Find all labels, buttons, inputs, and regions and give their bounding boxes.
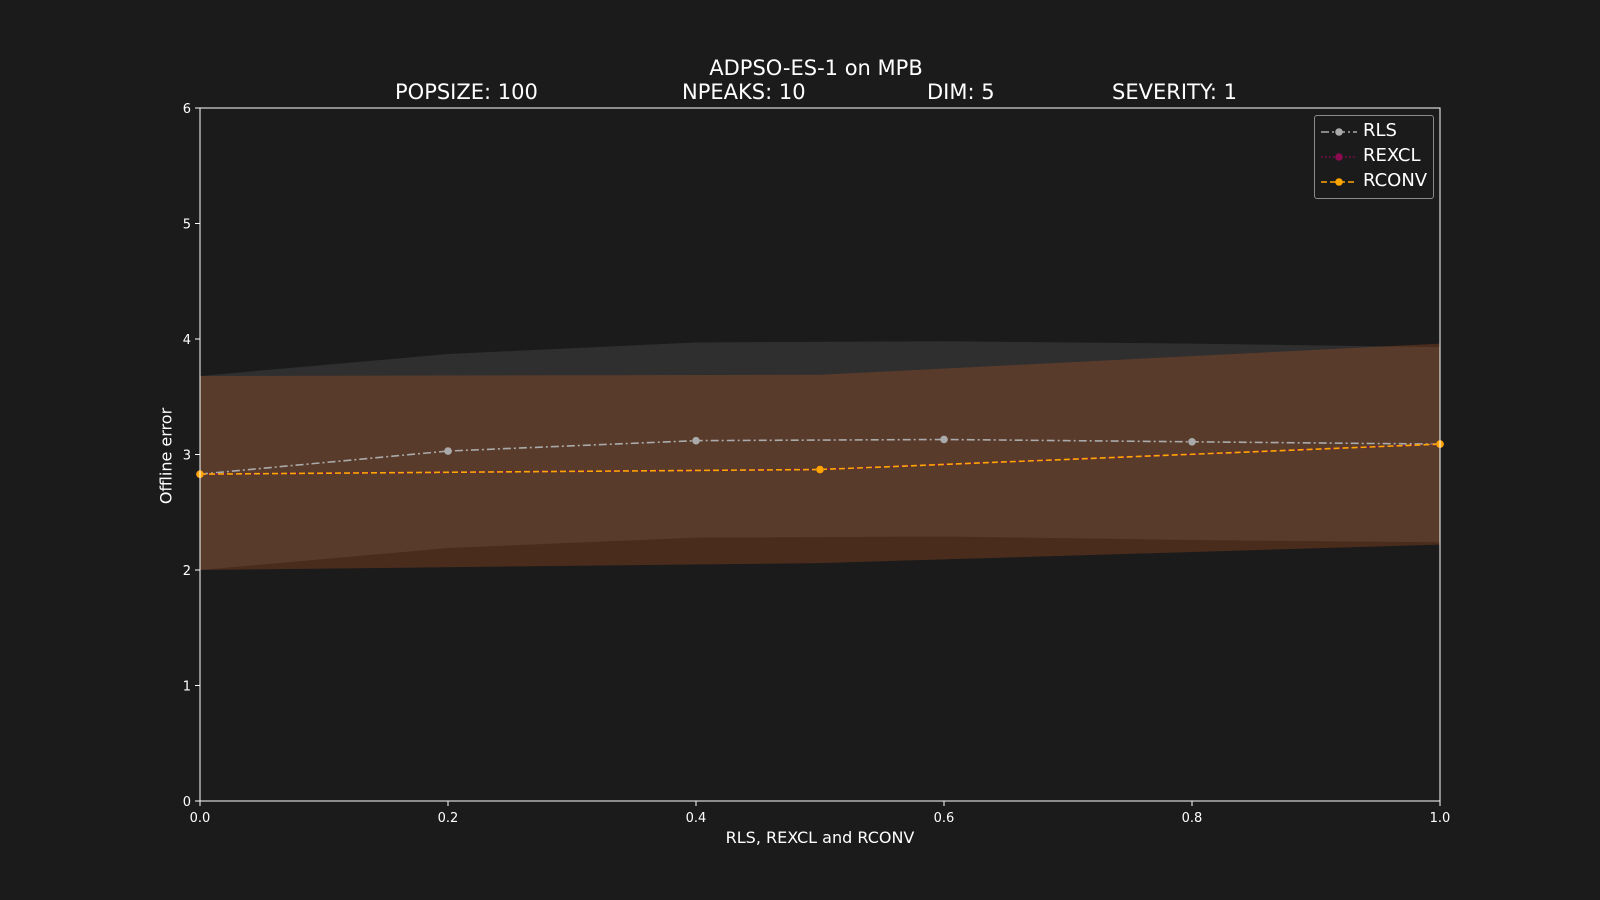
chart-title: ADPSO-ES-1 on MPB xyxy=(709,56,923,80)
subtitle-popsize: POPSIZE: 100 xyxy=(395,80,538,104)
legend-label-rconv: RCONV xyxy=(1363,170,1428,191)
x-tick-label-1: 0.2 xyxy=(438,811,459,826)
y-tick-label-0: 0 xyxy=(183,795,191,810)
subtitle-severity: SEVERITY: 1 xyxy=(1112,80,1237,104)
x-tick-label-0: 0.0 xyxy=(190,811,211,826)
y-ticks: 0 1 2 3 4 5 6 xyxy=(183,102,200,810)
x-axis-label: RLS, REXCL and RCONV xyxy=(725,828,915,847)
y-tick-label-1: 1 xyxy=(183,680,191,695)
error-bands xyxy=(200,341,1440,570)
legend: RLS REXCL RCONV xyxy=(1314,115,1434,199)
x-tick-label-3: 0.6 xyxy=(934,811,955,826)
y-tick-label-3: 3 xyxy=(183,449,191,464)
point-rconv-1 xyxy=(816,465,824,474)
legend-swatch-rls xyxy=(1321,128,1357,136)
y-axis-label: Offline error xyxy=(156,407,176,505)
band-rexcl xyxy=(200,343,1440,570)
y-tick-label-4: 4 xyxy=(183,333,191,348)
legend-swatch-rconv xyxy=(1321,178,1357,186)
legend-label-rexcl: REXCL xyxy=(1363,145,1421,166)
x-tick-label-4: 0.8 xyxy=(1182,811,1203,826)
point-rls-1 xyxy=(444,447,452,455)
legend-item-rconv: RCONV xyxy=(1319,170,1431,194)
point-rls-2 xyxy=(692,436,700,445)
y-tick-label-6: 6 xyxy=(183,102,191,117)
legend-item-rls: RLS xyxy=(1319,120,1431,144)
point-rls-3 xyxy=(940,435,948,444)
point-rls-4 xyxy=(1188,437,1196,446)
x-tick-label-2: 0.4 xyxy=(686,811,707,826)
legend-label-rls: RLS xyxy=(1363,120,1397,141)
x-ticks: 0.0 0.2 0.4 0.6 0.8 1.0 xyxy=(190,801,1451,826)
legend-item-rexcl: REXCL xyxy=(1319,145,1431,169)
subtitle-dim: DIM: 5 xyxy=(927,80,995,104)
legend-swatch-rexcl xyxy=(1321,153,1357,161)
band-rls xyxy=(200,341,1440,570)
band-rconv xyxy=(200,343,1440,570)
x-tick-label-5: 1.0 xyxy=(1430,811,1451,826)
subtitle-npeaks: NPEAKS: 10 xyxy=(682,80,806,104)
y-tick-label-2: 2 xyxy=(183,564,191,579)
y-tick-label-5: 5 xyxy=(183,218,191,233)
